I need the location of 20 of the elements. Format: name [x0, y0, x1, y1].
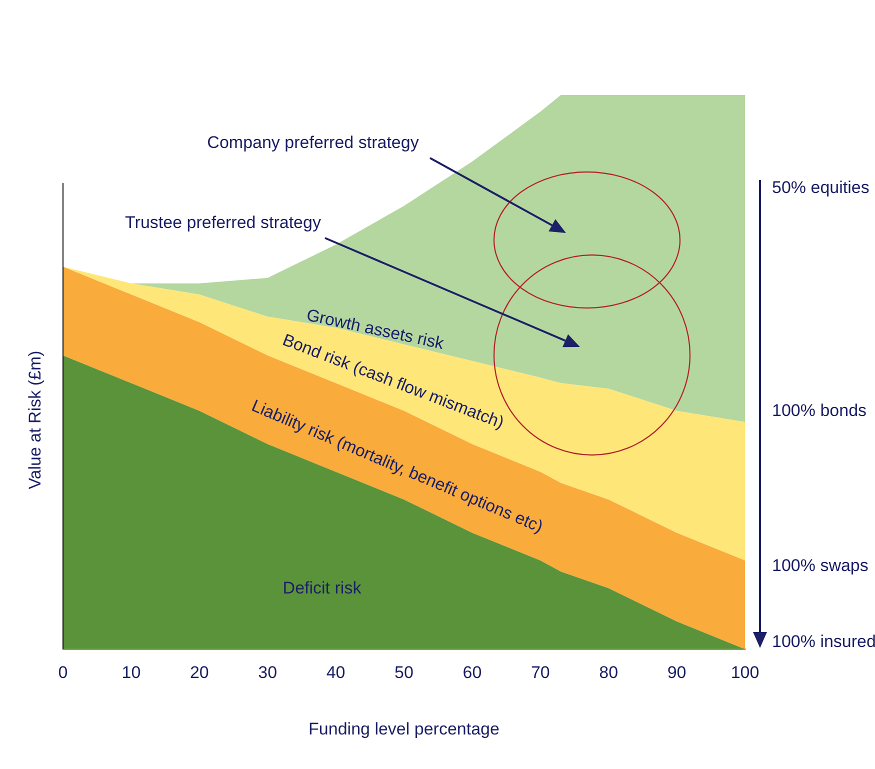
x-tick-label: 40	[326, 663, 346, 682]
x-tick-label: 10	[122, 663, 141, 682]
y-axis-title: Value at Risk (£m)	[26, 350, 45, 490]
x-tick-label: 60	[462, 663, 482, 682]
x-tick-label: 80	[599, 663, 618, 682]
text: 100% swaps	[772, 555, 868, 577]
annotation: Company preferred strategy	[207, 132, 419, 154]
x-tick-label: 100	[730, 663, 760, 682]
x-tick-label: 50	[394, 663, 414, 682]
text: 100% bonds	[772, 400, 867, 422]
annotation: Trustee preferred strategy	[125, 212, 321, 234]
x-tick-label: 0	[58, 663, 68, 682]
series-label: Deficit risk	[282, 578, 362, 598]
text: 50% equities	[772, 177, 870, 199]
x-tick-label: 70	[530, 663, 550, 682]
text: 100% insured	[772, 631, 875, 653]
x-axis-title: Funding level percentage	[308, 719, 500, 738]
x-tick-label: 30	[258, 663, 278, 682]
x-tick-label: 90	[667, 663, 686, 682]
x-tick-label: 20	[190, 663, 209, 682]
